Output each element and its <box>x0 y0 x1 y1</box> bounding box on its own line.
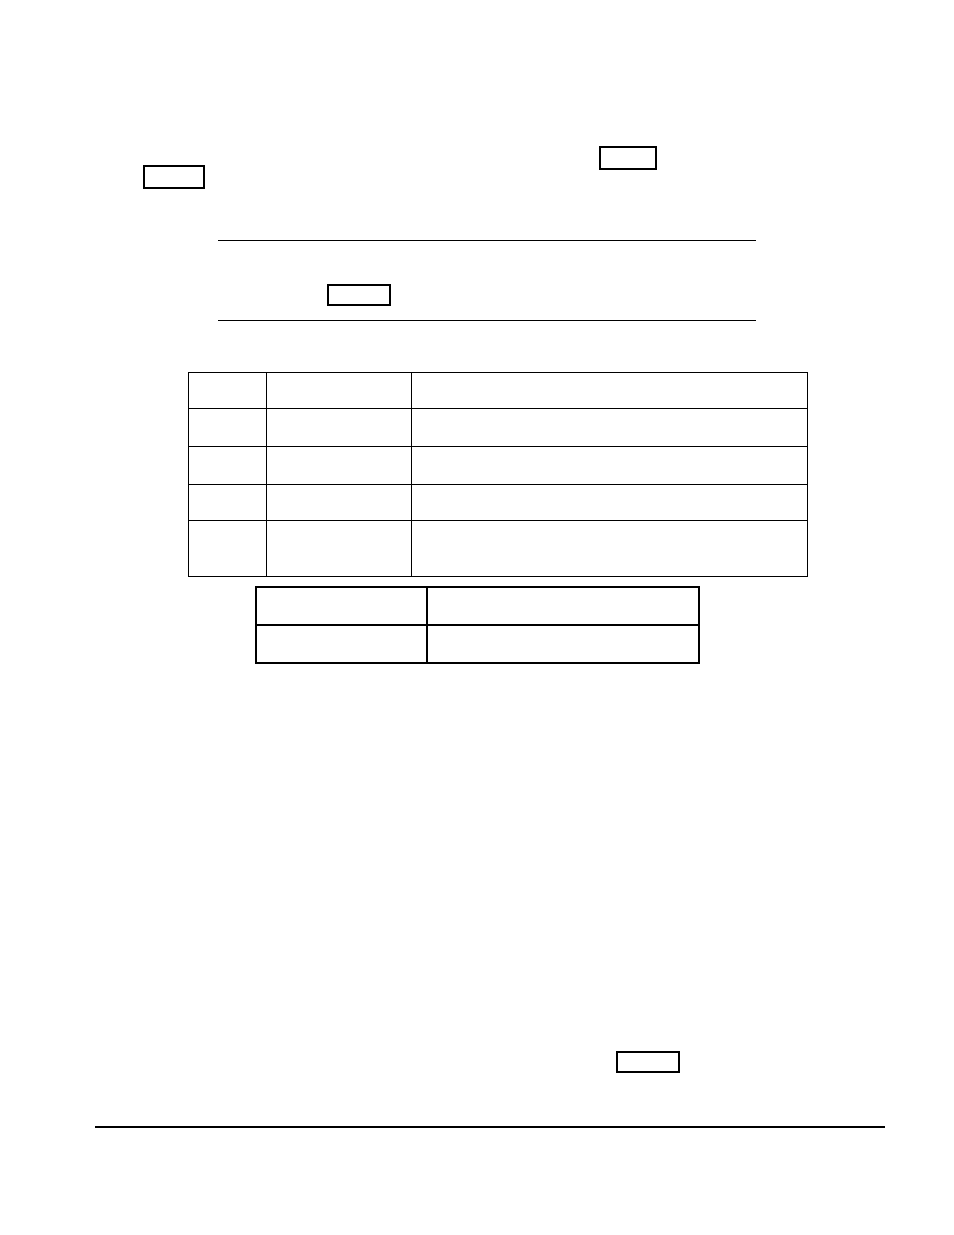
table-row <box>189 409 808 447</box>
cell <box>189 485 267 521</box>
hr-line-2 <box>218 320 756 321</box>
cell <box>189 373 267 409</box>
bold-table <box>255 586 700 664</box>
table-row <box>256 587 699 625</box>
cell <box>256 587 427 625</box>
cell <box>266 521 411 577</box>
table-row <box>189 447 808 485</box>
table-row <box>256 625 699 663</box>
small-box-2 <box>599 146 657 170</box>
small-box-4 <box>616 1051 680 1073</box>
cell <box>256 625 427 663</box>
cell <box>427 587 699 625</box>
cell <box>266 485 411 521</box>
small-box-1 <box>143 165 205 189</box>
cell <box>189 409 267 447</box>
cell <box>427 625 699 663</box>
cell <box>266 373 411 409</box>
small-box-3 <box>327 284 391 306</box>
footer-line <box>95 1126 885 1128</box>
cell <box>411 409 807 447</box>
cell <box>266 447 411 485</box>
cell <box>266 409 411 447</box>
cell <box>411 485 807 521</box>
table-row <box>189 373 808 409</box>
table-row <box>189 521 808 577</box>
cell <box>411 447 807 485</box>
main-table <box>188 372 808 577</box>
cell <box>411 373 807 409</box>
table-row <box>189 485 808 521</box>
cell <box>411 521 807 577</box>
cell <box>189 447 267 485</box>
cell <box>189 521 267 577</box>
hr-line-1 <box>218 240 756 241</box>
